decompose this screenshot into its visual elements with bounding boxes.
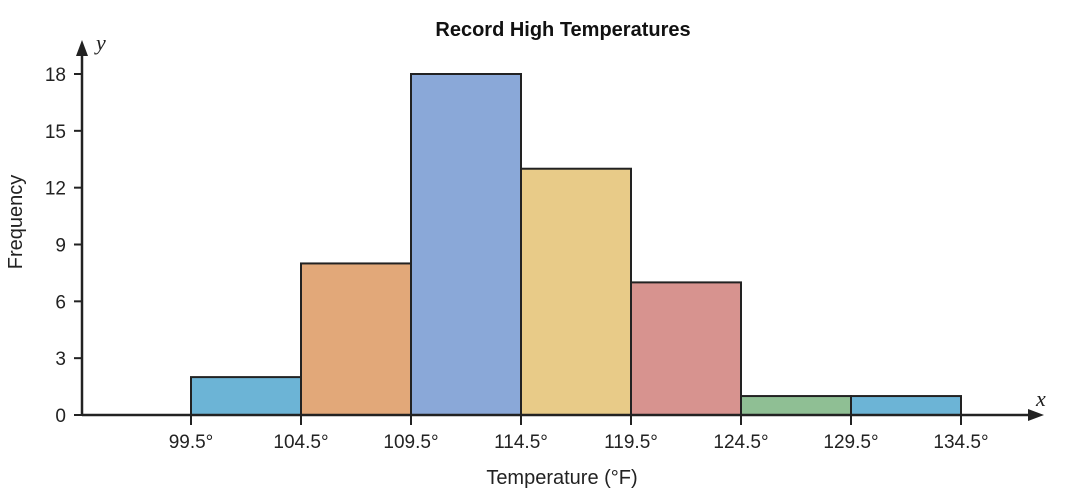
x-axis-label: Temperature (°F) [486,467,637,489]
x-axis-arrow [1028,409,1044,421]
y-tick-label: 18 [45,65,66,86]
histogram-bar [300,262,412,417]
x-tick-label: 134.5° [933,432,988,453]
x-tick-label: 129.5° [823,432,878,453]
y-ticks-group: 0 3 6 9 12 15 18 [45,65,82,427]
y-tick-label: 9 [55,236,66,257]
x-tick-label: 99.5° [169,432,214,453]
y-tick-label: 15 [45,122,66,143]
y-tick-label: 3 [55,349,66,370]
x-tick-label: 104.5° [273,432,328,453]
y-tick-label: 0 [55,406,66,427]
histogram-bar [190,376,302,417]
histogram-bar [740,395,852,416]
y-tick-label: 12 [45,179,66,200]
histogram-bar [520,167,632,416]
y-axis-letter: y [94,30,106,55]
y-tick-label: 6 [55,292,66,313]
histogram-bar [410,73,522,416]
y-axis-arrow [76,40,88,56]
x-tick-label: 114.5° [494,432,548,453]
x-tick-label: 124.5° [713,432,768,453]
histogram-bar [630,281,742,416]
x-ticks-group: 99.5° 104.5° 109.5° 114.5° 119.5° 124.5° 129.5… [169,415,989,453]
x-tick-label: 119.5° [604,432,658,453]
y-axis-label: Frequency [5,175,27,270]
chart-title: Record High Temperatures [435,19,690,41]
x-tick-label: 109.5° [383,432,438,453]
histogram-bar [850,395,962,416]
bars-group [190,73,962,417]
x-axis-letter: x [1035,386,1046,411]
